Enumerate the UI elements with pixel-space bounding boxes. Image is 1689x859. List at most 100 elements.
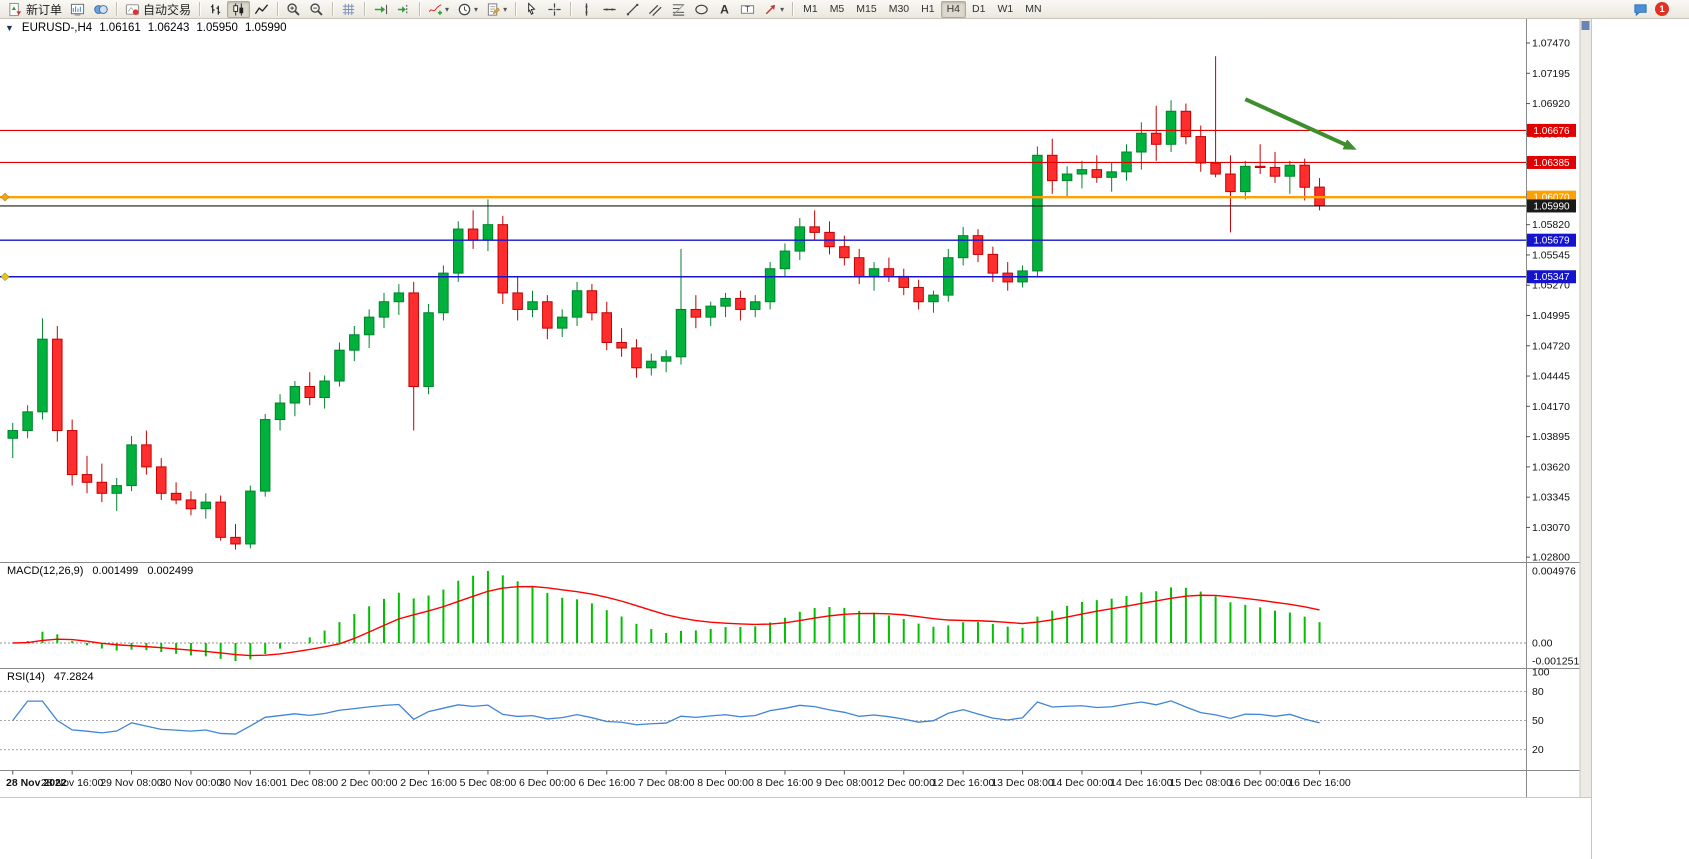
crosshair-button[interactable]: [543, 1, 566, 18]
price-tick-label: 1.07470: [1532, 38, 1570, 50]
time-tick-label: 6 Dec 16:00: [578, 777, 635, 789]
trendline-button[interactable]: [621, 1, 644, 18]
zoom-out-button[interactable]: [305, 1, 328, 18]
candles-layer: [7, 56, 1325, 550]
grid-icon: [341, 2, 356, 17]
timeframe-m1-button[interactable]: M1: [803, 3, 818, 15]
price-axis[interactable]: 1.074701.071951.069201.066451.063701.060…: [1526, 38, 1576, 564]
grid-button[interactable]: [337, 1, 360, 18]
rsi-scale-label: 100: [1532, 667, 1550, 679]
charts-button[interactable]: [66, 1, 89, 18]
rsi-panel: 100 80 50 20: [0, 667, 1550, 756]
time-tick-label: 30 Nov 16:00: [219, 777, 282, 789]
hline-icon: [602, 2, 617, 17]
charts-icon: [70, 2, 85, 17]
open-value: 1.06161: [99, 22, 141, 34]
arrows-button[interactable]: ▾: [759, 1, 788, 18]
templates-button[interactable]: ▾: [482, 1, 511, 18]
time-tick-label: 9 Dec 08:00: [816, 777, 873, 789]
cursor-icon: [524, 2, 539, 17]
timeframe-mn-button[interactable]: MN: [1025, 3, 1042, 15]
toolbar-right-icons: 1: [1633, 2, 1685, 17]
price-badge-label: 1.05990: [1533, 201, 1570, 212]
fibonacci-button[interactable]: [667, 1, 690, 18]
price-tick-label: 1.04995: [1532, 310, 1570, 322]
chart-shift-button[interactable]: [392, 1, 415, 18]
price-tick-label: 1.04445: [1532, 371, 1570, 383]
scrollbar-thumb[interactable]: [1581, 21, 1590, 30]
hlines-layer[interactable]: [0, 129, 1526, 282]
timeframe-h4-button[interactable]: H4: [940, 0, 967, 18]
periods-icon: [457, 2, 472, 17]
labeltag-icon: [740, 2, 755, 17]
text-button[interactable]: [713, 1, 736, 18]
macd-panel: 0.004976 0.00 -0.001251: [0, 566, 1579, 668]
zoom-in-button[interactable]: [282, 1, 305, 18]
linechart-icon: [254, 2, 269, 17]
price-badge-label: 1.06676: [1533, 126, 1570, 137]
cursor-button[interactable]: [520, 1, 543, 18]
line-anchor-handle[interactable]: [0, 192, 10, 202]
profiles-icon: [93, 2, 108, 17]
arrowstool-icon: [763, 2, 778, 17]
new-order-button[interactable]: 新订单: [4, 1, 66, 18]
price-tick-label: 1.02800: [1532, 552, 1570, 564]
timeframe-m15-button[interactable]: M15: [856, 3, 877, 15]
toolbar-separator: [116, 2, 118, 16]
price-tick-label: 1.04170: [1532, 401, 1570, 413]
candlestick-chart-button[interactable]: [227, 0, 251, 18]
timeframe-h1-button[interactable]: H1: [921, 3, 935, 15]
channel-button[interactable]: [644, 1, 667, 18]
time-tick-label: 14 Dec 16:00: [1110, 777, 1173, 789]
macd-scale-zero: 0.00: [1532, 638, 1553, 650]
chevron-down-icon: ▾: [503, 4, 508, 14]
periods-button[interactable]: ▾: [453, 1, 482, 18]
time-tick-label: 12 Dec 00:00: [873, 777, 936, 789]
trend-arrow-object[interactable]: [1244, 97, 1357, 150]
indicators-button[interactable]: ▾: [424, 1, 453, 18]
rsi-panel-header: RSI(14) 47.2824: [7, 671, 94, 683]
candles-icon: [231, 2, 246, 17]
crosshair-icon: [547, 2, 562, 17]
label-button[interactable]: [736, 1, 759, 18]
one-click-trading-toggle[interactable]: ▼: [5, 23, 14, 33]
rsi-line: [12, 700, 1320, 735]
high-value: 1.06243: [147, 22, 190, 34]
timeframe-m5-button[interactable]: M5: [829, 3, 845, 15]
auto-trading-button-label: 自动交易: [143, 2, 192, 17]
time-tick-label: 2 Dec 00:00: [341, 777, 398, 789]
auto-scroll-button[interactable]: [369, 1, 392, 18]
macd-main-value: 0.001499: [92, 565, 139, 577]
time-tick-label: 28 Nov 16:00: [41, 777, 104, 789]
timeframe-d1-button[interactable]: D1: [972, 3, 986, 15]
vertical-scrollbar[interactable]: [1579, 19, 1591, 797]
new-order-button-label: 新订单: [26, 2, 63, 17]
shapes-button[interactable]: [690, 1, 713, 18]
toolbar-separator: [792, 2, 794, 16]
channel-icon: [648, 2, 663, 17]
auto-trading-button[interactable]: 自动交易: [121, 1, 195, 18]
price-tick-label: 1.03070: [1532, 522, 1570, 534]
line-chart-button[interactable]: [250, 1, 273, 18]
timeframe-w1-button[interactable]: W1: [997, 3, 1014, 15]
vertical-line-button[interactable]: [575, 1, 598, 18]
rsi-value: 47.2824: [53, 671, 94, 683]
chartshift-icon: [396, 2, 411, 17]
horizontal-line-button[interactable]: [598, 1, 621, 18]
toolbar-button-groups: 新订单 自动交易 ▾ ▾ ▾ ▾ M1 M5 M15 M30 H1 H4 D1 W1 MN: [4, 0, 1048, 18]
time-tick-label: 12 Dec 16:00: [932, 777, 995, 789]
time-tick-label: 30 Nov 00:00: [160, 777, 223, 789]
timeframe-m30-button[interactable]: M30: [888, 3, 910, 15]
price-tick-label: 1.04720: [1532, 340, 1570, 352]
line-anchor-handle[interactable]: [0, 272, 10, 282]
price-tick-label: 1.05545: [1532, 249, 1570, 261]
profiles-button[interactable]: [89, 1, 112, 18]
time-tick-label: 13 Dec 08:00: [991, 777, 1054, 789]
price-badge-label: 1.05347: [1533, 272, 1570, 283]
community-chat-icon[interactable]: [1633, 2, 1648, 17]
toolbar-separator: [199, 2, 201, 16]
bar-chart-button[interactable]: [204, 1, 227, 18]
notifications-badge[interactable]: 1: [1655, 2, 1669, 16]
